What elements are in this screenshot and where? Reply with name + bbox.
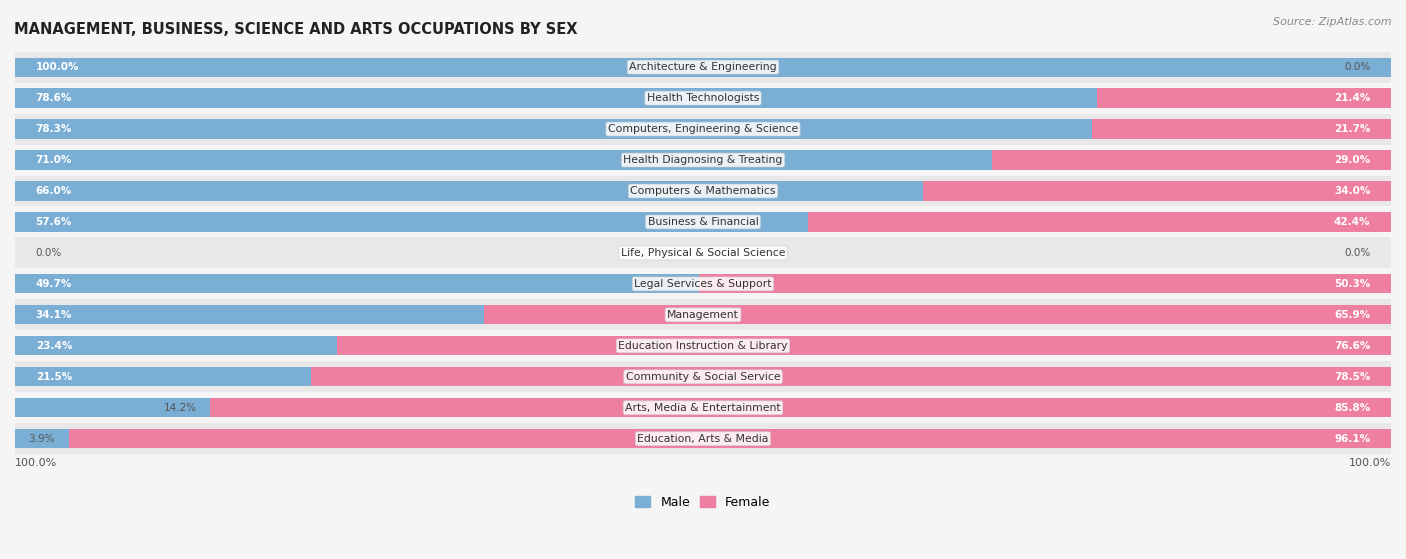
Text: Education, Arts & Media: Education, Arts & Media (637, 434, 769, 444)
Bar (211, 398, 1391, 418)
Text: 96.1%: 96.1% (1334, 434, 1371, 444)
Text: 21.7%: 21.7% (1334, 124, 1371, 134)
Text: 21.4%: 21.4% (1334, 93, 1371, 103)
Text: 34.1%: 34.1% (35, 310, 72, 320)
Text: 76.6%: 76.6% (1334, 341, 1371, 351)
Bar (15, 51, 1391, 83)
Text: Life, Physical & Social Science: Life, Physical & Social Science (621, 248, 785, 258)
Bar (15, 206, 1391, 238)
Bar (15, 145, 1391, 176)
Bar (15, 181, 924, 201)
Text: Computers, Engineering & Science: Computers, Engineering & Science (607, 124, 799, 134)
Bar (15, 330, 1391, 361)
Text: 100.0%: 100.0% (15, 458, 58, 468)
Text: MANAGEMENT, BUSINESS, SCIENCE AND ARTS OCCUPATIONS BY SEX: MANAGEMENT, BUSINESS, SCIENCE AND ARTS O… (14, 22, 578, 37)
Bar (15, 423, 1391, 454)
Bar (699, 274, 1391, 293)
Bar (69, 429, 1391, 448)
Bar (484, 305, 1391, 324)
Text: 0.0%: 0.0% (1344, 248, 1371, 258)
Bar (15, 305, 484, 324)
Text: Health Diagnosing & Treating: Health Diagnosing & Treating (623, 155, 783, 165)
Bar (311, 367, 1391, 386)
Bar (15, 300, 1391, 330)
Text: Legal Services & Support: Legal Services & Support (634, 279, 772, 289)
Text: 71.0%: 71.0% (35, 155, 72, 165)
Text: Education Instruction & Library: Education Instruction & Library (619, 341, 787, 351)
Bar (924, 181, 1391, 201)
Bar (1092, 120, 1391, 139)
Text: 0.0%: 0.0% (35, 248, 62, 258)
Text: 50.3%: 50.3% (1334, 279, 1371, 289)
Text: 29.0%: 29.0% (1334, 155, 1371, 165)
Text: 3.9%: 3.9% (28, 434, 55, 444)
Bar (15, 113, 1391, 145)
Text: Architecture & Engineering: Architecture & Engineering (630, 62, 776, 72)
Text: 14.2%: 14.2% (163, 403, 197, 413)
Text: 21.5%: 21.5% (35, 372, 72, 382)
Text: 78.6%: 78.6% (35, 93, 72, 103)
Text: 100.0%: 100.0% (35, 62, 79, 72)
Bar (15, 150, 993, 169)
Text: 100.0%: 100.0% (1348, 458, 1391, 468)
Text: Business & Financial: Business & Financial (648, 217, 758, 227)
Text: 57.6%: 57.6% (35, 217, 72, 227)
Bar (15, 58, 1391, 77)
Text: Computers & Mathematics: Computers & Mathematics (630, 186, 776, 196)
Bar (15, 336, 337, 356)
Bar (15, 88, 1097, 108)
Bar (15, 268, 1391, 300)
Bar (15, 120, 1092, 139)
Bar (993, 150, 1391, 169)
Bar (15, 392, 1391, 423)
Text: 78.3%: 78.3% (35, 124, 72, 134)
Text: 42.4%: 42.4% (1334, 217, 1371, 227)
Bar (1097, 88, 1391, 108)
Text: 66.0%: 66.0% (35, 186, 72, 196)
Text: 65.9%: 65.9% (1334, 310, 1371, 320)
Text: 49.7%: 49.7% (35, 279, 72, 289)
Bar (15, 429, 69, 448)
Text: Management: Management (666, 310, 740, 320)
Bar (807, 212, 1391, 231)
Bar (15, 83, 1391, 113)
Bar (15, 274, 699, 293)
Text: 78.5%: 78.5% (1334, 372, 1371, 382)
Bar (15, 361, 1391, 392)
Bar (15, 367, 311, 386)
Bar (337, 336, 1391, 356)
Text: 34.0%: 34.0% (1334, 186, 1371, 196)
Text: Arts, Media & Entertainment: Arts, Media & Entertainment (626, 403, 780, 413)
Text: Source: ZipAtlas.com: Source: ZipAtlas.com (1274, 17, 1392, 27)
Text: Health Technologists: Health Technologists (647, 93, 759, 103)
Text: 0.0%: 0.0% (1344, 62, 1371, 72)
Text: 85.8%: 85.8% (1334, 403, 1371, 413)
Bar (15, 176, 1391, 206)
Text: 23.4%: 23.4% (35, 341, 72, 351)
Bar (15, 238, 1391, 268)
Bar (15, 212, 807, 231)
Bar (15, 398, 211, 418)
Text: Community & Social Service: Community & Social Service (626, 372, 780, 382)
Legend: Male, Female: Male, Female (636, 496, 770, 509)
